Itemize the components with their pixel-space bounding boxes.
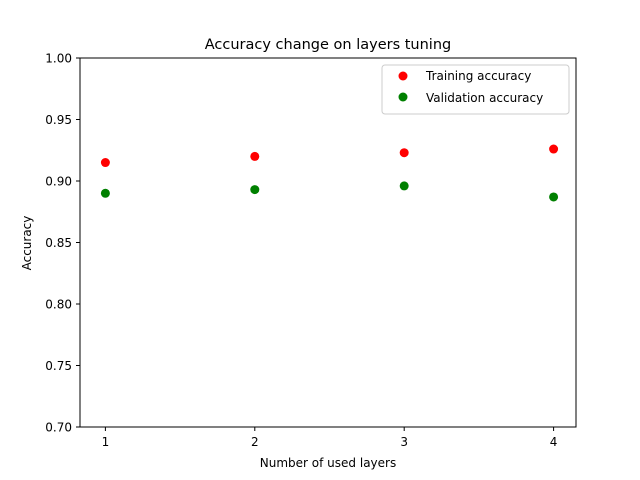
x-axis-ticks: 1 2 3 4 [102,427,558,449]
legend-marker-training [398,71,408,81]
data-points [100,144,559,202]
point-training-4 [549,144,559,154]
y-tick-label: 1.00 [45,52,72,66]
y-tick-label: 0.75 [45,359,72,373]
point-training-2 [250,151,260,161]
point-validation-4 [549,192,559,202]
legend-marker-validation [398,92,408,102]
point-training-1 [100,158,110,168]
legend-label-validation: Validation accuracy [426,91,543,105]
y-tick-label: 0.80 [45,298,72,312]
y-tick-label: 0.95 [45,113,72,127]
y-tick-label: 0.90 [45,175,72,189]
y-tick-label: 0.85 [45,236,72,250]
legend: Training accuracy Validation accuracy [381,64,570,115]
legend-label-training: Training accuracy [425,69,531,83]
legend-box [381,64,570,115]
chart-title: Accuracy change on layers tuning [205,37,451,53]
y-tick-label: 0.70 [45,421,72,435]
y-axis-ticks: 0.70 0.75 0.80 0.85 0.90 0.95 1.00 [45,52,80,435]
x-tick-label: 2 [251,435,259,449]
point-validation-2 [250,185,260,195]
point-validation-1 [100,188,110,198]
point-validation-3 [399,181,409,191]
x-axis-label: Number of used layers [260,456,396,470]
y-axis-label: Accuracy [20,216,34,271]
x-tick-label: 1 [102,435,110,449]
point-training-3 [399,148,409,158]
x-tick-label: 4 [550,435,558,449]
x-tick-label: 3 [400,435,408,449]
